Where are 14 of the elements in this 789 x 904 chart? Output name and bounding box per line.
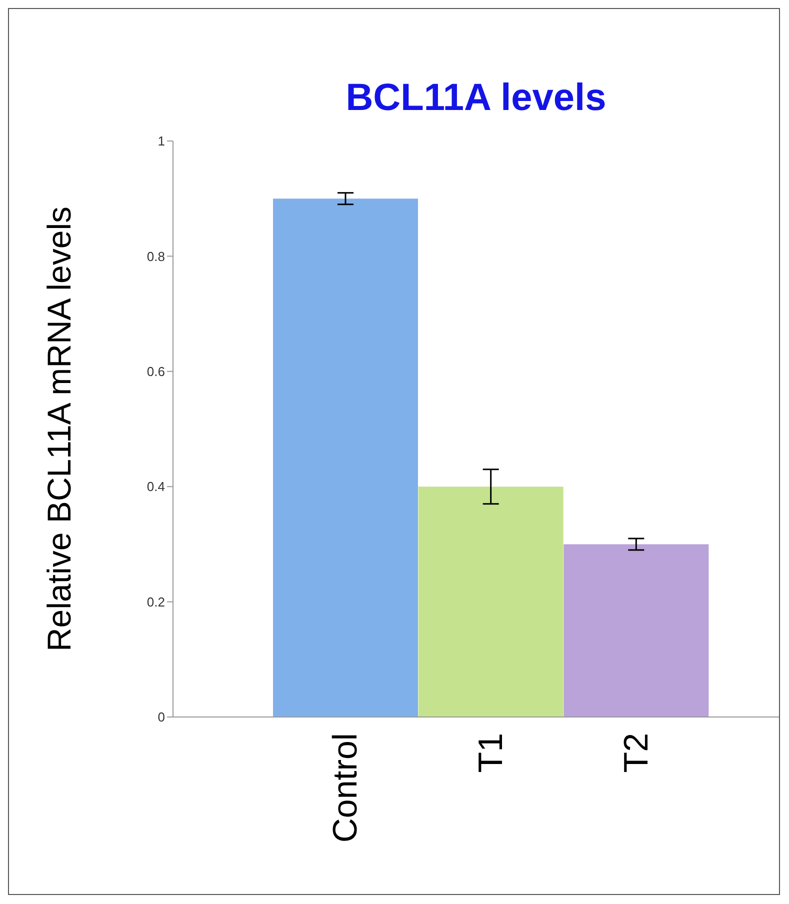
- y-tick-label: 0.8: [146, 248, 165, 264]
- x-tick-label: Control: [326, 733, 365, 843]
- x-tick-label: T1: [472, 733, 510, 773]
- bar: [273, 198, 418, 717]
- bar: [564, 544, 709, 717]
- y-axis-title: Relative BCL11A mRNA levels: [40, 206, 78, 652]
- x-tick-label: T2: [617, 733, 656, 773]
- bar: [418, 486, 564, 717]
- y-tick-label: 0.2: [146, 594, 165, 610]
- y-tick-label: 0.4: [146, 479, 165, 494]
- chart-title: BCL11A levels: [344, 77, 608, 120]
- y-tick-label: 1: [158, 134, 165, 149]
- y-tick-label: 0.6: [146, 364, 165, 380]
- y-tick-label: 0: [158, 710, 165, 725]
